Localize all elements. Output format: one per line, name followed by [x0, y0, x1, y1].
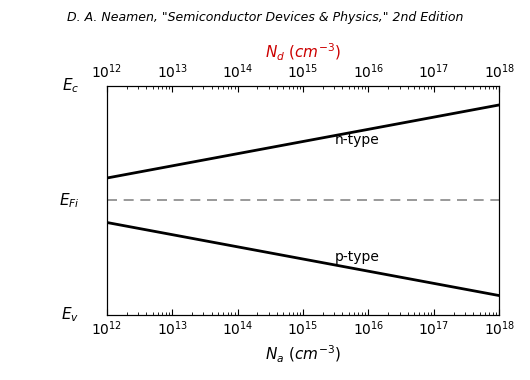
- Text: $E_v$: $E_v$: [61, 306, 80, 324]
- Text: $E_c$: $E_c$: [62, 76, 80, 95]
- X-axis label: $N_d\ (cm^{-3})$: $N_d\ (cm^{-3})$: [265, 41, 341, 63]
- Text: p-type: p-type: [334, 250, 379, 264]
- Text: $E_{Fi}$: $E_{Fi}$: [59, 191, 80, 210]
- X-axis label: $N_a\ (cm^{-3})$: $N_a\ (cm^{-3})$: [265, 344, 341, 365]
- Text: n-type: n-type: [334, 133, 379, 147]
- Text: D. A. Neamen, "Semiconductor Devices & Physics," 2nd Edition: D. A. Neamen, "Semiconductor Devices & P…: [67, 11, 463, 24]
